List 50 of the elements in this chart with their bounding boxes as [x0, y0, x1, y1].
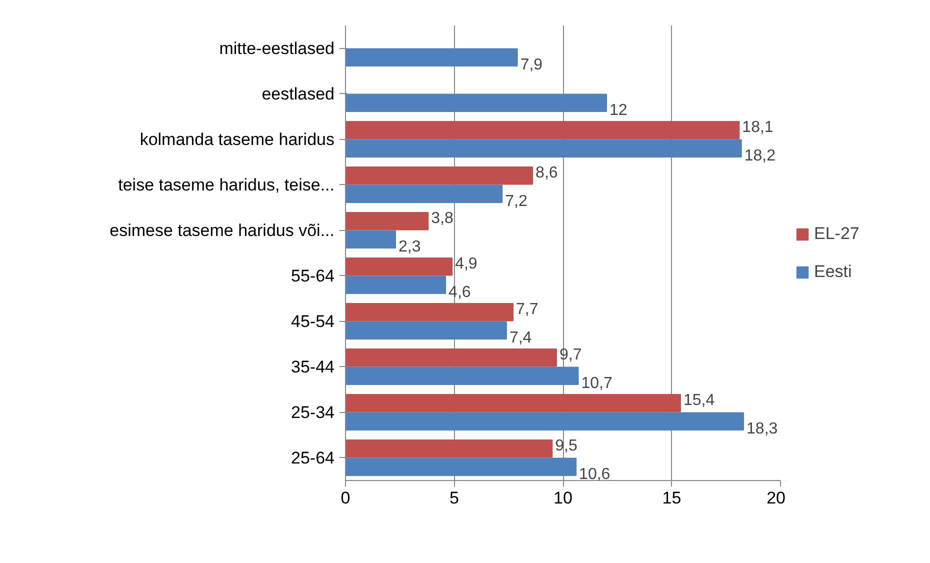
- y-tick-label: 25-34: [291, 402, 335, 422]
- data-label: 10,6: [579, 466, 610, 483]
- x-tick-label: 5: [450, 488, 459, 508]
- data-label: 7,2: [505, 192, 528, 210]
- bar: [346, 139, 742, 158]
- data-label: 10,7: [581, 374, 612, 392]
- y-tick-label: kolmanda taseme haridus: [140, 130, 335, 149]
- bar: [346, 121, 740, 140]
- bar: [346, 303, 514, 322]
- bar: [346, 321, 507, 340]
- bar: [346, 348, 557, 367]
- bar: [346, 166, 534, 185]
- data-label: 12: [610, 102, 628, 119]
- data-label: 2,3: [398, 238, 421, 256]
- x-tick-label: 10: [554, 488, 572, 508]
- bar: [346, 48, 518, 66]
- data-label: 18,2: [744, 147, 776, 164]
- x-tick-label: 0: [340, 488, 350, 508]
- bar: [346, 184, 503, 203]
- bar: [346, 394, 681, 412]
- data-label: 7,4: [509, 329, 532, 346]
- x-tick-label: 15: [662, 488, 682, 508]
- data-label: 18,3: [746, 420, 778, 438]
- legend-label: Eesti: [814, 262, 852, 282]
- data-label: 7,9: [520, 56, 543, 74]
- data-label: 18,1: [742, 119, 774, 136]
- y-tick-label: esimese taseme haridus või...: [110, 220, 335, 240]
- data-label: 4,9: [455, 256, 478, 273]
- y-tick-label: 35-44: [291, 357, 335, 376]
- x-tick-label: 20: [766, 488, 786, 508]
- bar: [346, 94, 607, 112]
- y-tick-label: 45-54: [291, 312, 335, 331]
- data-label: 7,7: [516, 301, 538, 318]
- bar: [346, 276, 446, 294]
- y-tick-label: mitte-eestlased: [219, 38, 335, 58]
- bar: [346, 230, 396, 248]
- y-tick-label: eestlased: [262, 84, 335, 104]
- data-label: 8,6: [536, 164, 558, 182]
- data-label: 3,8: [431, 210, 454, 228]
- legend-label: EL-27: [814, 224, 860, 244]
- bar: [346, 366, 579, 385]
- bar: [346, 440, 553, 458]
- y-tick-label: 25-64: [291, 448, 335, 468]
- data-label: 15,4: [683, 392, 715, 410]
- bar: [346, 212, 429, 230]
- y-tick-label: 55-64: [291, 266, 335, 286]
- bar: [346, 458, 577, 476]
- bar: [346, 258, 453, 276]
- bar: [346, 412, 744, 430]
- y-tick-label: teise taseme haridus, teise...: [118, 175, 335, 194]
